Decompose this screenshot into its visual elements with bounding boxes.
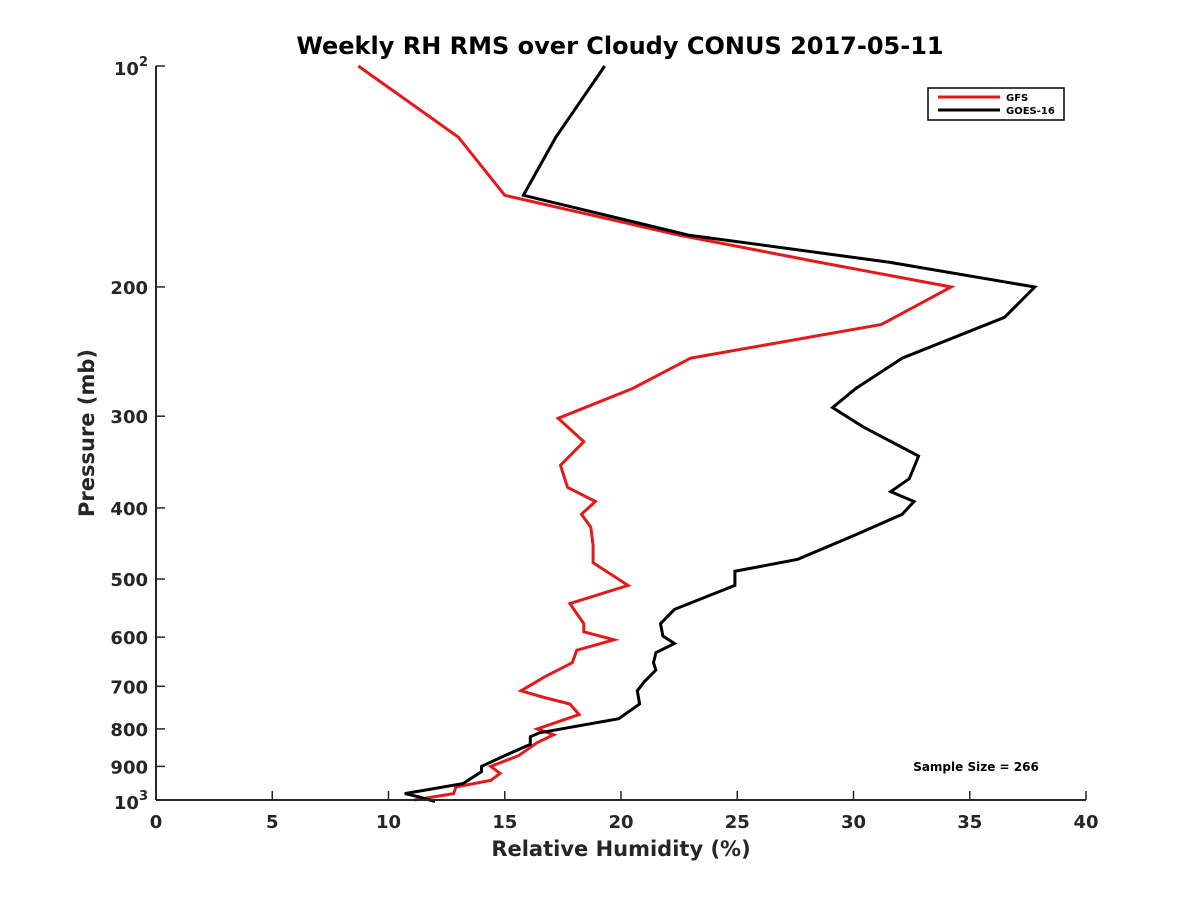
y-tick-label-exponent: 2 [139,55,148,70]
y-tick-label: 103 [114,789,148,814]
series-line-goes-16 [404,65,1038,804]
y-tick-label-base: 10 [114,59,139,80]
series-layer [357,64,1038,804]
legend-label-goes-16: GOES-16 [1006,106,1055,117]
y-tick-label-base: 10 [114,793,139,814]
legend-label-gfs: GFS [1006,93,1028,104]
sample-size-annotation: Sample Size = 266 [913,760,1039,774]
y-tick-label: 900 [110,757,148,778]
legend-box [927,87,1065,121]
x-tick-label: 0 [150,812,163,833]
y-tick-label: 102 [114,55,148,80]
y-tick-label: 700 [110,677,148,698]
y-axis-label: Pressure (mb) [75,349,99,517]
x-tick-label: 20 [608,812,633,833]
x-tick-label: 5 [266,812,279,833]
chart-title: Weekly RH RMS over Cloudy CONUS 2017-05-… [296,32,943,60]
x-axis-ticks: 0 5 10 15 20 25 30 35 40 [150,791,1099,833]
y-tick-label: 400 [110,499,148,520]
y-tick-label: 500 [110,570,148,591]
x-tick-label: 30 [841,812,866,833]
x-tick-label: 35 [957,812,982,833]
series-line-gfs [357,64,956,802]
x-tick-label: 40 [1073,812,1098,833]
x-tick-label: 15 [492,812,517,833]
legend: GFS GOES-16 [927,87,1065,121]
x-tick-label: 10 [376,812,401,833]
y-tick-label: 300 [110,407,148,428]
y-tick-label: 200 [110,278,148,299]
x-axis-label: Relative Humidity (%) [491,837,750,861]
y-tick-label: 600 [110,628,148,649]
y-tick-label-exponent: 3 [139,789,148,804]
y-tick-label: 800 [110,720,148,741]
x-tick-label: 25 [725,812,750,833]
